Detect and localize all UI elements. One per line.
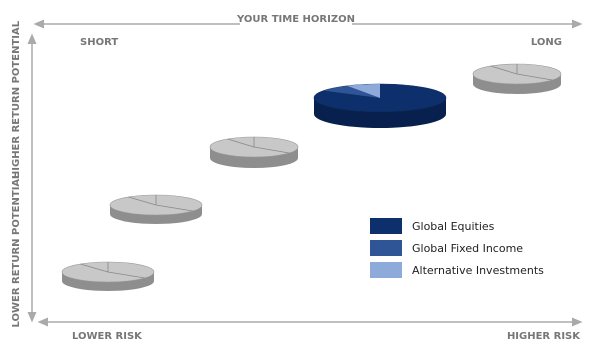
legend-swatch — [370, 218, 402, 234]
legend-label: Alternative Investments — [412, 264, 544, 277]
pie-slice — [347, 83, 380, 98]
pie-slice-lines — [128, 195, 193, 212]
pie-slice-lines — [80, 262, 145, 279]
lower-return-label: LOWER RETURN POTENTIAL — [11, 172, 22, 328]
long-label: LONG — [531, 37, 562, 48]
short-label: SHORT — [80, 37, 118, 48]
legend-label: Global Fixed Income — [412, 242, 523, 255]
legend-swatch — [370, 262, 402, 278]
higher-risk-label: HIGHER RISK — [507, 331, 581, 339]
time-label: YOUR TIME HORIZON — [236, 14, 355, 25]
pie-slice-lines — [490, 64, 553, 81]
legend-swatch — [370, 240, 402, 256]
higher-return-label: HIGHER RETURN POTENTIAL — [11, 20, 22, 179]
lower-risk-label: LOWER RISK — [72, 331, 143, 339]
pie-slice-lines — [227, 137, 290, 154]
legend-label: Global Equities — [412, 220, 495, 233]
pie-slice — [323, 85, 380, 98]
